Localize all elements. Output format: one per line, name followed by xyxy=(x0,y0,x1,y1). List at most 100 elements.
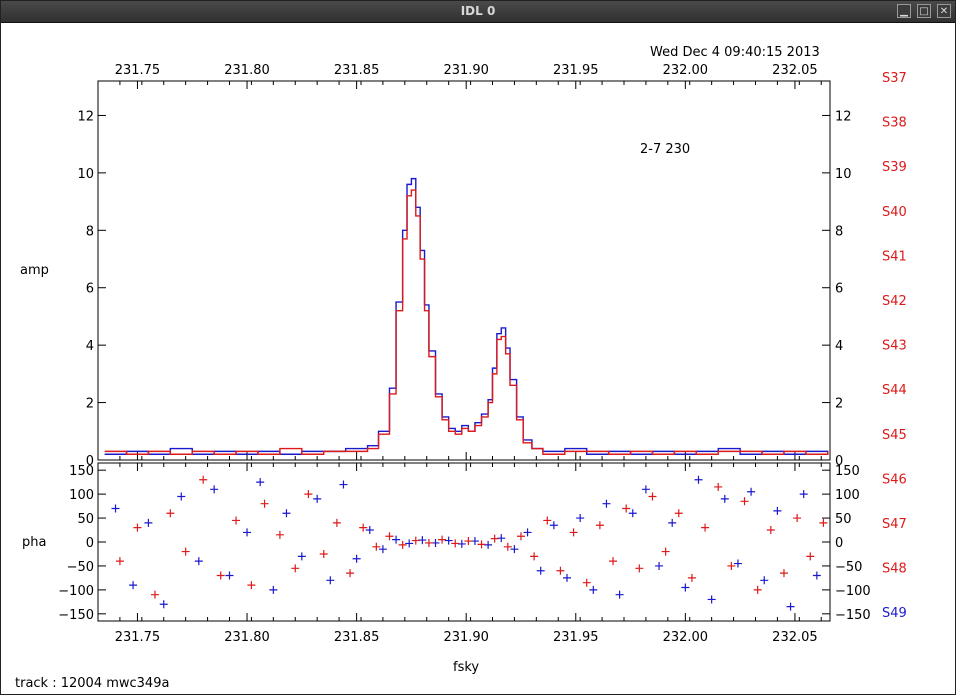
phase-point xyxy=(727,561,736,570)
phase-point xyxy=(477,540,486,549)
y-tick-label-right: 6 xyxy=(835,282,843,297)
y-tick-label-left: 4 xyxy=(86,339,94,354)
phase-point xyxy=(563,573,572,582)
phase-point xyxy=(144,518,153,527)
window-titlebar[interactable]: IDL 0 ▁ □ ✕ xyxy=(1,1,955,23)
phase-point xyxy=(635,564,644,573)
phase-point xyxy=(786,602,795,611)
phase-point xyxy=(602,499,611,508)
phase-point xyxy=(569,528,578,537)
phase-point xyxy=(819,518,828,527)
phase-point xyxy=(806,552,815,561)
x-tick-label-top: 231.90 xyxy=(443,63,489,78)
y-tick-label-right: 10 xyxy=(835,167,852,182)
phase-point xyxy=(516,532,525,541)
phase-point xyxy=(661,547,670,556)
y-tick-label-right: −150 xyxy=(835,608,871,623)
y-tick-label-right: −100 xyxy=(835,584,871,599)
y-tick-label-left: −150 xyxy=(58,608,94,623)
phase-point xyxy=(405,539,414,548)
phase-point xyxy=(648,492,657,501)
phase-point xyxy=(628,509,637,518)
plot-area: Wed Dec 4 09:40:15 2013 2-7 230 amp pha … xyxy=(15,45,907,691)
phase-point xyxy=(359,523,368,532)
phase-point xyxy=(714,482,723,491)
y-tick-label-right: 50 xyxy=(835,512,852,527)
phase-point xyxy=(256,478,265,487)
phase-point xyxy=(129,581,138,590)
phase-point xyxy=(747,487,756,496)
phase-point xyxy=(159,600,168,609)
x-tick-label-top: 231.80 xyxy=(224,63,270,78)
legend-label-s44: S44 xyxy=(882,383,907,398)
phase-point xyxy=(536,566,545,575)
phase-point xyxy=(655,561,664,570)
phase-point xyxy=(556,566,565,575)
phase-point xyxy=(740,497,749,506)
phase-point xyxy=(444,536,453,545)
legend-label-s41: S41 xyxy=(882,249,907,264)
amp-panel: 231.75 231.80 231.85 231.90 231.95 232.00 232.… xyxy=(77,63,851,469)
legend-label-s43: S43 xyxy=(882,339,907,354)
phase-point xyxy=(733,559,742,568)
legend-label-s49: S49 xyxy=(882,606,907,621)
phase-point xyxy=(753,585,762,594)
y-tick-label-left: 8 xyxy=(86,224,94,239)
y-tick-label-left: −100 xyxy=(58,584,94,599)
y-tick-label-left: 100 xyxy=(69,488,94,503)
y-tick-label-left: 50 xyxy=(77,512,94,527)
phase-point xyxy=(282,509,291,518)
timestamp-text: Wed Dec 4 09:40:15 2013 xyxy=(650,45,820,60)
legend-label-s45: S45 xyxy=(882,428,907,443)
x-tick-label-top: 231.75 xyxy=(115,63,161,78)
y-tick-label-left: 2 xyxy=(86,397,94,412)
phase-point xyxy=(411,536,420,545)
phase-point xyxy=(615,590,624,599)
y-tick-label-left: −50 xyxy=(67,560,94,575)
legend-label-s40: S40 xyxy=(882,205,907,220)
phase-point xyxy=(674,509,683,518)
phase-point xyxy=(687,573,696,582)
phase-point xyxy=(385,532,394,541)
y-tick-label-left: 0 xyxy=(86,536,94,551)
close-button[interactable]: ✕ xyxy=(937,4,951,18)
phase-point xyxy=(812,571,821,580)
phase-point xyxy=(275,530,284,539)
y-tick-label-right: 150 xyxy=(835,464,860,479)
x-tick-label: 231.85 xyxy=(334,630,380,645)
phase-point xyxy=(181,547,190,556)
phase-point xyxy=(199,475,208,484)
panel-frame xyxy=(97,80,831,461)
phase-point xyxy=(177,492,186,501)
footer-text: track : 12004 mwc349a xyxy=(15,676,169,691)
phase-point xyxy=(332,518,341,527)
phase-point xyxy=(760,576,769,585)
legend-label-s48: S48 xyxy=(882,562,907,577)
maximize-button[interactable]: □ xyxy=(917,4,931,18)
phase-point xyxy=(365,526,374,535)
legend-label-s39: S39 xyxy=(882,160,907,175)
phase-point xyxy=(701,523,710,532)
phase-point xyxy=(398,540,407,549)
phase-point xyxy=(694,475,703,484)
phase-point xyxy=(352,554,361,563)
y-tick-label-right: 100 xyxy=(835,488,860,503)
phase-point xyxy=(622,504,631,513)
pha-axis-label: pha xyxy=(22,535,46,550)
y-tick-label-left: 0 xyxy=(86,454,94,469)
phase-point xyxy=(668,518,677,527)
phase-point xyxy=(115,557,124,566)
phase-point xyxy=(326,576,335,585)
minimize-button[interactable]: ▁ xyxy=(897,4,911,18)
phase-point xyxy=(451,539,460,548)
phase-point xyxy=(464,537,473,546)
x-tick-label-top: 232.00 xyxy=(663,63,709,78)
y-tick-label-right: −50 xyxy=(835,560,862,575)
phase-point xyxy=(424,538,433,547)
phase-point xyxy=(319,549,328,558)
phase-point xyxy=(166,509,175,518)
phase-point xyxy=(346,569,355,578)
y-tick-label-left: 6 xyxy=(86,282,94,297)
phase-point xyxy=(609,557,618,566)
x-tick-label-top: 231.85 xyxy=(334,63,380,78)
